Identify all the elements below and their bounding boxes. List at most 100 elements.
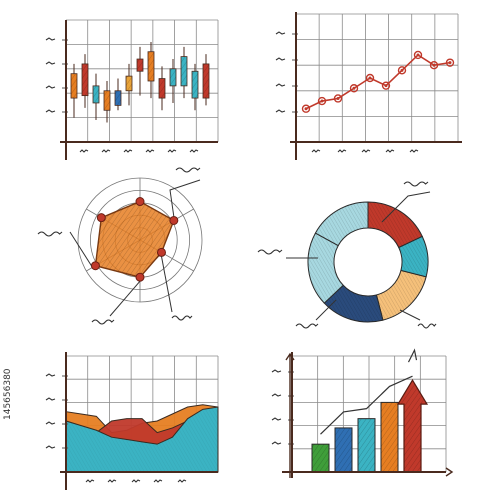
y-tick-label	[275, 31, 286, 35]
y-tick-label	[271, 417, 282, 421]
radar-point	[156, 247, 166, 257]
line-point	[317, 96, 327, 106]
line-point	[349, 84, 359, 93]
donut-slice-hatch	[308, 233, 344, 304]
x-tick-label	[131, 479, 141, 483]
bar-hatch	[381, 402, 398, 472]
radar-area-hatch	[95, 201, 174, 278]
donut-chart	[257, 181, 437, 329]
donut-slice-hatch	[376, 270, 427, 321]
line-point	[397, 66, 407, 75]
candle-hatch	[192, 71, 198, 99]
line-point	[301, 104, 311, 113]
line-point-center	[368, 76, 372, 80]
donut-callout-label	[403, 181, 429, 187]
candle-hatch	[148, 51, 154, 81]
x-tick-label	[79, 149, 89, 153]
radar-callout-label	[91, 319, 115, 325]
line-y-ticks	[275, 31, 298, 113]
x-tick-label	[409, 149, 419, 153]
donut-slice-hatch	[324, 285, 383, 323]
trend-arrowhead	[407, 348, 418, 363]
line-point-center	[352, 86, 356, 90]
y-tick-label	[271, 441, 282, 445]
line-point	[381, 81, 391, 90]
candle-hatch	[181, 56, 187, 86]
candle-hatch	[159, 78, 165, 99]
line-point	[365, 73, 375, 83]
x-tick-label	[107, 479, 117, 483]
candlestick-chart	[45, 19, 219, 160]
x-tick-label	[337, 149, 347, 153]
trend-line	[320, 375, 413, 435]
radar-callout-line	[69, 231, 92, 266]
y-tick-label	[45, 109, 56, 113]
y-tick-label	[275, 57, 286, 61]
y-tick-label	[45, 445, 56, 449]
bar-arrow-hatch	[398, 380, 427, 472]
radar-point	[135, 272, 145, 282]
donut-slice-hatch	[368, 202, 423, 248]
line-point	[445, 58, 455, 67]
x-tick-label	[311, 149, 321, 153]
candle-hatch	[126, 76, 132, 91]
radar-callout-line	[169, 179, 201, 217]
candle-hatch	[115, 90, 121, 106]
candle-hatch	[203, 63, 209, 99]
y-tick-label	[45, 85, 56, 89]
line-point-center	[304, 107, 308, 111]
x-tick-label	[153, 479, 163, 483]
area-chart	[45, 352, 219, 490]
area-marks	[65, 404, 219, 473]
radar-callout-line	[160, 256, 173, 313]
area-x-ticks	[85, 479, 187, 483]
line-point-center	[384, 84, 388, 88]
line-point-center	[400, 68, 404, 72]
x-tick-label	[361, 149, 371, 153]
candle-hatch	[170, 68, 176, 86]
radar-point	[135, 197, 145, 207]
line-point	[413, 50, 423, 60]
radar-callouts	[37, 167, 201, 325]
candlestick-marks	[70, 41, 210, 123]
side-id-text: 145656380	[3, 368, 13, 420]
area-series-hatch	[66, 407, 218, 472]
line-grid	[295, 13, 459, 143]
y-tick-label	[271, 369, 282, 373]
line-point-center	[416, 53, 420, 57]
line-point	[429, 60, 439, 70]
x-axis-arrow	[445, 467, 454, 477]
candle-hatch	[104, 90, 110, 111]
line-x-ticks	[311, 149, 419, 153]
candle-hatch	[82, 63, 88, 96]
bar-hatch	[312, 444, 329, 472]
x-tick-label	[145, 149, 155, 153]
radar-point	[90, 261, 100, 271]
candle-hatch	[137, 59, 143, 72]
donut-slice-hatch	[315, 202, 368, 246]
x-tick-label	[167, 149, 177, 153]
radar-point	[96, 213, 106, 223]
candlestick-y-ticks	[45, 37, 68, 113]
line-point	[333, 94, 343, 103]
radar-chart	[37, 167, 203, 325]
y-tick-label	[45, 421, 56, 425]
candlestick-x-ticks	[79, 149, 199, 153]
y-tick-label	[45, 37, 56, 41]
candle-hatch	[71, 73, 77, 99]
y-tick-label	[275, 83, 286, 87]
bar-marks	[311, 378, 429, 473]
x-tick-label	[189, 149, 199, 153]
radar-callout-label	[171, 315, 193, 321]
candle-hatch	[93, 85, 99, 103]
radar-callout-label	[37, 231, 63, 237]
donut-callout-label	[417, 323, 437, 329]
bar-hatch	[335, 427, 352, 472]
bar-hatch	[358, 418, 375, 472]
line-point-center	[320, 99, 324, 103]
radar-marks	[90, 197, 179, 282]
line-point-center	[336, 96, 340, 100]
bar-chart	[271, 348, 454, 478]
donut-callout-line	[315, 299, 337, 321]
